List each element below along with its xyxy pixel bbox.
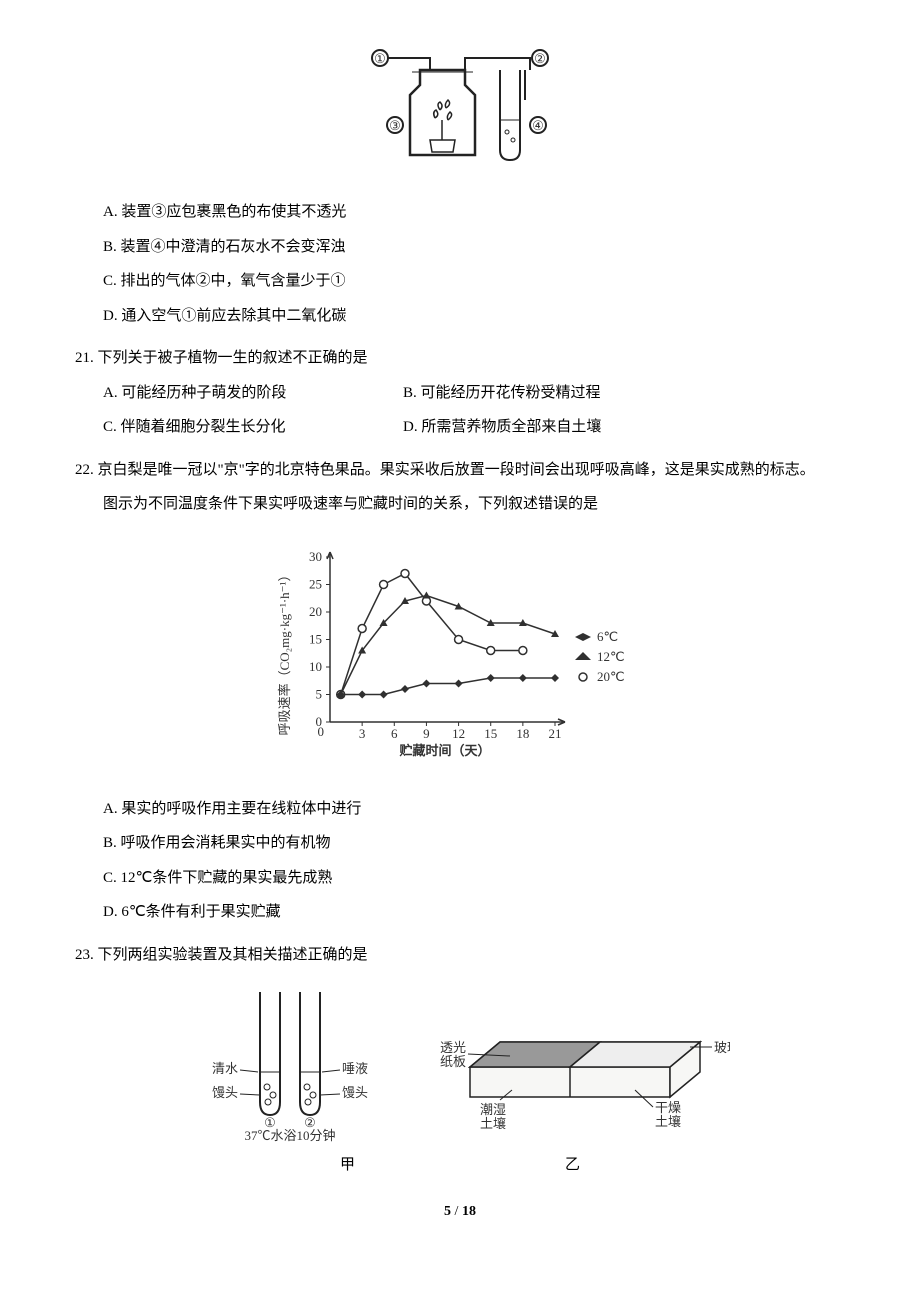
label-3: ③ <box>389 118 401 133</box>
svg-text:20: 20 <box>309 604 322 619</box>
page-current: 5 <box>444 1204 451 1219</box>
label-qingshui: 清水 <box>212 1061 238 1076</box>
svg-text:3: 3 <box>359 726 366 741</box>
q23-figure: 清水 馒头 唾液 馒头 ① ② 37℃水浴10分钟 <box>75 987 845 1174</box>
page-sep: / <box>451 1204 462 1219</box>
svg-text:5: 5 <box>316 686 323 701</box>
label-glass: 玻璃板 <box>714 1040 730 1055</box>
q22-option-d: D. 6℃条件有利于果实贮藏 <box>75 895 845 930</box>
q20-figure: ① ② ③ <box>75 40 845 175</box>
q20-option-c: C. 排出的气体②中，氧气含量少于① <box>75 264 845 299</box>
q21-option-c: C. 伴随着细胞分裂生长分化 <box>75 410 363 445</box>
legend-20c: 20℃ <box>597 669 625 684</box>
q23-stem: 23. 下列两组实验装置及其相关描述正确的是 <box>75 938 845 973</box>
label-yi: 乙 <box>565 1153 580 1174</box>
chart-xlabel: 贮藏时间（天） <box>398 743 490 758</box>
svg-text:15: 15 <box>309 631 322 646</box>
q22-option-b: B. 呼吸作用会消耗果实中的有机物 <box>75 826 845 861</box>
q21-option-b: B. 可能经历开花传粉受精过程 <box>363 376 601 411</box>
label-2: ② <box>534 51 546 66</box>
label-mantou-r: 馒头 <box>342 1085 368 1100</box>
q22-stem2: 图示为不同温度条件下果实呼吸速率与贮藏时间的关系，下列叙述错误的是 <box>75 487 845 522</box>
q20-option-d: D. 通入空气①前应去除其中二氧化碳 <box>75 299 845 334</box>
q22-option-c: C. 12℃条件下贮藏的果实最先成熟 <box>75 861 845 896</box>
label-wet2: 土壤 <box>480 1116 506 1131</box>
svg-text:30: 30 <box>309 549 322 564</box>
water-bath: 37℃水浴10分钟 <box>244 1128 335 1142</box>
q21-option-d: D. 所需营养物质全部来自土壤 <box>363 410 601 445</box>
svg-text:18: 18 <box>516 726 529 741</box>
q22-chart: 呼吸速率（CO₂mg·kg⁻¹·h⁻¹） 051015202530 036912… <box>75 537 845 772</box>
label-mantou-l: 馒头 <box>212 1085 238 1100</box>
q22-option-a: A. 果实的呼吸作用主要在线粒体中进行 <box>75 792 845 827</box>
label-dry1: 干燥 <box>655 1100 681 1115</box>
label-wet1: 潮湿 <box>480 1102 506 1117</box>
q21-option-a: A. 可能经历种子萌发的阶段 <box>75 376 363 411</box>
label-opaque1: 不透光 <box>440 1040 466 1055</box>
label-1: ① <box>374 51 386 66</box>
svg-text:25: 25 <box>309 576 322 591</box>
svg-text:0: 0 <box>318 724 325 739</box>
svg-text:10: 10 <box>309 659 322 674</box>
svg-text:21: 21 <box>549 726 562 741</box>
chart-ylabel: 呼吸速率（CO₂mg·kg⁻¹·h⁻¹） <box>277 568 292 735</box>
label-jia: 甲 <box>340 1153 355 1174</box>
svg-text:6: 6 <box>391 726 398 741</box>
legend-6c: 6℃ <box>597 629 618 644</box>
svg-text:12: 12 <box>452 726 465 741</box>
label-opaque2: 纸板 <box>440 1054 466 1069</box>
page-number: 5 / 18 <box>75 1204 845 1220</box>
svg-text:15: 15 <box>484 726 497 741</box>
q22-stem1: 22. 京白梨是唯一冠以"京"字的北京特色果品。果实采收后放置一段时间会出现呼吸… <box>75 453 845 488</box>
label-dry2: 土壤 <box>655 1114 681 1129</box>
q21-stem: 21. 下列关于被子植物一生的叙述不正确的是 <box>75 341 845 376</box>
q20-option-a: A. 装置③应包裹黑色的布使其不透光 <box>75 195 845 230</box>
legend-12c: 12℃ <box>597 649 625 664</box>
label-4: ④ <box>532 118 544 133</box>
svg-text:9: 9 <box>423 726 430 741</box>
page-total: 18 <box>462 1204 476 1219</box>
q20-option-b: B. 装置④中澄清的石灰水不会变浑浊 <box>75 230 845 265</box>
label-tuoye: 唾液 <box>342 1061 368 1076</box>
